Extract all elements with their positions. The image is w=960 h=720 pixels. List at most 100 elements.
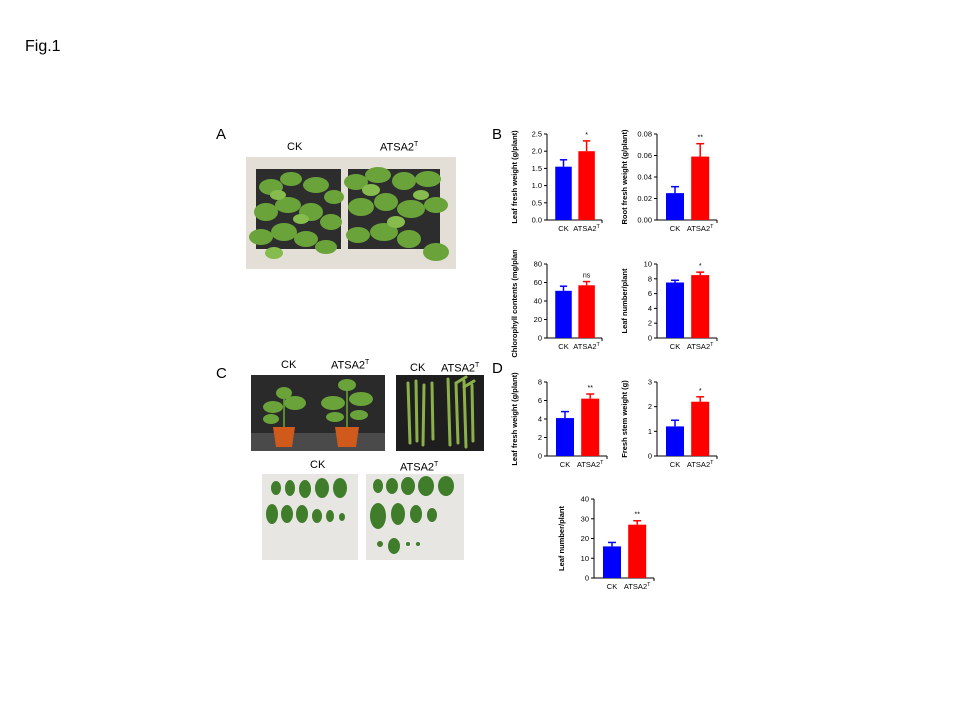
y-tick-label: 0.5 [532,198,542,207]
x-tick-label: CK [670,342,680,351]
significance-label: * [585,132,588,139]
bar-atsa2 [691,401,710,456]
y-tick-label: 0 [538,452,542,461]
y-tick-label: 0.04 [637,173,652,182]
y-tick-label: 2 [538,433,542,442]
y-tick-label: 2 [648,319,652,328]
x-tick-label: CK [670,224,680,233]
significance-label: * [699,263,702,270]
y-tick-label: 6 [648,289,652,298]
potted-plants-photo [251,375,385,451]
x-tick-label: ATSA2T [573,342,600,351]
y-tick-label: 80 [534,260,542,269]
y-tick-label: 4 [648,304,652,313]
panel-letter-a: A [216,126,227,143]
panel-letter-c: C [216,365,227,382]
y-tick-label: 1.5 [532,164,542,173]
panel-c-stem-ck-label: CK [410,362,426,374]
chart-fresh-stem-weight-d: Fresh stem weight (g) 0 1 2 3 CK ATSA2T * [620,378,718,469]
y-tick-label: 0.00 [637,216,652,225]
y-axis-label: Chlorophyll contents (mg/plant) [510,250,519,358]
x-tick-label: CK [607,582,617,591]
panel-c-leaves-treat-label: ATSA2T [400,461,439,474]
significance-label: ** [697,135,703,142]
treat-leaves-photo [366,474,464,560]
panel-letter-d: D [492,360,503,377]
bar-atsa2 [578,285,595,338]
y-tick-label: 2.0 [532,147,542,156]
bar-ck [556,418,574,456]
panel-letter-b: B [492,126,503,143]
chart-leaf-fresh-weight-b: Leaf fresh weight (g/plant) 0.0 0.5 1.0 1.5 2… [510,130,603,233]
x-tick-label: CK [670,460,680,469]
chart-root-fresh-weight-b: Root fresh weight (g/plant) 0.00 0.02 0.04 0… [620,129,718,233]
y-tick-label: 8 [538,378,542,387]
y-tick-label: 0 [538,334,542,343]
y-tick-label: 2.5 [532,130,542,139]
y-tick-label: 1 [648,427,652,436]
y-tick-label: 0 [648,334,652,343]
y-tick-label: 10 [581,554,589,563]
x-tick-label: ATSA2T [687,224,714,233]
significance-label: ** [587,385,593,392]
bar-ck [555,166,572,220]
x-tick-label: ATSA2T [573,224,600,233]
panel-c-plant-treat-label: ATSA2T [331,359,370,372]
chart-leaf-number-b: Leaf number/plant 0 2 4 6 8 10 CK ATSA2T * [620,260,718,351]
ck-leaves-photo [262,474,358,560]
bar-atsa2 [691,275,710,338]
y-tick-label: 3 [648,378,652,387]
y-tick-label: 8 [648,274,652,283]
panel-a-treat-label: ATSA2T [380,141,419,154]
y-tick-label: 60 [534,278,542,287]
chart-leaf-number-d: Leaf number/plant 0 10 20 30 40 CK ATSA2T ** [557,495,655,591]
y-tick-label: 4 [538,415,542,424]
significance-label: * [699,388,702,395]
y-tick-label: 0.0 [532,216,542,225]
y-tick-label: 0 [648,452,652,461]
x-tick-label: ATSA2T [577,460,604,469]
x-tick-label: CK [560,460,570,469]
y-axis-label: Fresh stem weight (g) [620,380,629,458]
bar-ck [603,546,621,578]
x-tick-label: ATSA2T [687,342,714,351]
bar-atsa2 [691,156,710,220]
stems-photo [396,375,484,451]
y-tick-label: 20 [581,534,589,543]
bar-atsa2 [628,524,647,578]
x-tick-label: ATSA2T [624,582,651,591]
significance-label: ** [634,512,640,519]
y-axis-label: Leaf fresh weight (g/plant) [510,130,519,224]
x-tick-label: CK [558,342,568,351]
bar-ck [666,282,684,338]
bar-ck [555,290,572,338]
y-tick-label: 0.06 [637,151,652,160]
seedling-trays-photo [246,157,456,269]
panel-c-leaves-ck-label: CK [310,459,326,471]
y-axis-label: Leaf fresh weight (g/plant) [510,372,519,466]
bar-ck [666,426,684,456]
y-tick-label: 40 [581,495,589,504]
y-tick-label: 10 [644,260,652,269]
y-axis-label: Leaf number/plant [557,505,566,571]
y-tick-label: 30 [581,514,589,523]
y-tick-label: 6 [538,396,542,405]
y-tick-label: 1.0 [532,181,542,190]
y-axis-label: Leaf number/plant [620,268,629,334]
y-tick-label: 2 [648,402,652,411]
panel-a-ck-label: CK [287,141,303,153]
panel-c-plant-ck-label: CK [281,359,297,371]
y-tick-label: 40 [534,297,542,306]
x-tick-label: CK [558,224,568,233]
bar-atsa2 [578,151,595,220]
chart-leaf-fresh-weight-d: Leaf fresh weight (g/plant) 0 2 4 6 8 CK ATSA2T… [510,372,608,469]
panel-c-stem-treat-label: ATSA2T [441,362,480,375]
x-tick-label: ATSA2T [687,460,714,469]
y-tick-label: 20 [534,315,542,324]
figure-title: Fig.1 [25,38,61,55]
y-axis-label: Root fresh weight (g/plant) [620,129,629,224]
bar-atsa2 [581,398,600,456]
y-tick-label: 0.02 [637,194,652,203]
chart-chlorophyll-b: Chlorophyll contents (mg/plant) 0 20 40 60 80… [510,250,603,358]
significance-label: ns [583,273,591,280]
